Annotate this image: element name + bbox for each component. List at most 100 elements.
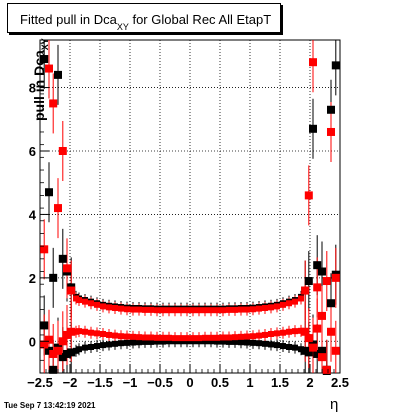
data-point bbox=[301, 327, 310, 336]
chart-title-box: Fitted pull in DcaXY for Global Rec All … bbox=[7, 3, 281, 33]
data-point bbox=[76, 346, 82, 353]
data-point bbox=[58, 254, 67, 263]
data-point bbox=[142, 334, 148, 341]
x-tick-label: −1.5 bbox=[87, 375, 113, 390]
data-point bbox=[331, 61, 340, 70]
data-point bbox=[190, 335, 196, 342]
data-point bbox=[304, 277, 313, 286]
x-axis-label: η bbox=[330, 396, 339, 413]
data-point bbox=[63, 349, 71, 358]
data-point bbox=[45, 64, 53, 73]
data-point bbox=[331, 273, 340, 282]
data-point bbox=[112, 304, 118, 311]
x-tick-label: 0.5 bbox=[211, 375, 229, 390]
x-tick-label: −2.5 bbox=[27, 375, 53, 390]
data-point bbox=[238, 339, 244, 346]
y-tick-label: 2 bbox=[29, 271, 36, 286]
data-point bbox=[172, 338, 178, 345]
data-point bbox=[67, 348, 76, 357]
data-point bbox=[94, 330, 100, 337]
x-tick-label: 2 bbox=[306, 375, 313, 390]
axes: −2.5 −2 −1.5 −1 −0.5 0 0.5 1 1.5 2 2.5 0 2 4 6 8 bbox=[27, 42, 349, 390]
data-point bbox=[142, 338, 148, 345]
data-point bbox=[49, 99, 58, 108]
data-point bbox=[124, 339, 130, 346]
data-point bbox=[214, 307, 220, 314]
data-point bbox=[280, 301, 286, 308]
data-point bbox=[286, 300, 292, 307]
data-point bbox=[262, 340, 268, 347]
data-point bbox=[58, 353, 67, 362]
data-point bbox=[262, 331, 268, 338]
data-point bbox=[292, 298, 298, 305]
data-point bbox=[196, 338, 202, 345]
data-point bbox=[202, 334, 208, 341]
x-tick-label: −2 bbox=[63, 375, 78, 390]
data-point bbox=[196, 307, 202, 314]
data-point bbox=[318, 311, 326, 320]
data-point bbox=[124, 333, 130, 340]
data-point bbox=[94, 301, 100, 308]
x-tick-label: 2.5 bbox=[331, 375, 349, 390]
timestamp: Tue Sep 7 13:42:19 2021 bbox=[4, 401, 96, 410]
data-point bbox=[154, 307, 160, 314]
data-point bbox=[106, 331, 112, 338]
data-point bbox=[166, 307, 172, 314]
data-point bbox=[304, 334, 313, 343]
x-tick-label: 1.5 bbox=[271, 375, 289, 390]
data-point bbox=[322, 277, 331, 286]
data-point bbox=[309, 343, 317, 352]
data-point bbox=[327, 327, 335, 336]
data-point bbox=[49, 349, 58, 358]
data-point bbox=[313, 349, 322, 358]
data-point bbox=[54, 70, 62, 79]
data-point bbox=[184, 335, 190, 342]
data-point bbox=[226, 306, 232, 313]
data-point bbox=[322, 365, 331, 374]
y-axis-label-main: pull in Dca bbox=[31, 50, 47, 121]
data-point bbox=[244, 306, 250, 313]
data-point bbox=[214, 338, 220, 345]
data-point bbox=[184, 338, 190, 345]
chart-title-main: Fitted pull in Dca bbox=[20, 12, 117, 27]
data-point bbox=[304, 348, 313, 357]
data-point bbox=[49, 365, 58, 374]
data-point bbox=[327, 299, 335, 308]
data-point bbox=[178, 338, 184, 345]
data-point bbox=[220, 307, 226, 314]
data-point bbox=[45, 335, 53, 344]
data-point bbox=[327, 105, 335, 114]
data-point bbox=[232, 306, 238, 313]
data-points bbox=[40, 55, 340, 375]
data-point bbox=[82, 298, 88, 305]
data-point bbox=[58, 147, 67, 155]
data-point bbox=[67, 327, 76, 336]
chart-title-rest: for Global Rec All EtapT bbox=[128, 12, 272, 27]
data-point bbox=[63, 330, 71, 339]
data-point bbox=[148, 334, 154, 341]
data-point bbox=[118, 305, 124, 312]
data-point bbox=[250, 306, 256, 313]
data-point bbox=[244, 333, 250, 340]
data-point bbox=[232, 334, 238, 341]
data-point bbox=[256, 340, 262, 347]
data-point bbox=[268, 304, 274, 311]
data-point bbox=[309, 58, 317, 67]
data-point bbox=[40, 55, 49, 64]
data-point bbox=[76, 328, 82, 335]
data-point bbox=[106, 341, 112, 348]
data-point bbox=[160, 334, 166, 341]
data-point bbox=[313, 283, 322, 292]
data-point bbox=[178, 335, 184, 342]
data-point bbox=[136, 339, 142, 346]
data-point bbox=[148, 306, 154, 313]
data-point bbox=[298, 327, 304, 334]
y-tick-label: 0 bbox=[29, 334, 36, 349]
data-point bbox=[154, 334, 160, 341]
data-point bbox=[238, 306, 244, 313]
data-point bbox=[301, 286, 310, 295]
data-point bbox=[292, 344, 298, 351]
data-point bbox=[54, 204, 62, 213]
data-point bbox=[220, 334, 226, 341]
